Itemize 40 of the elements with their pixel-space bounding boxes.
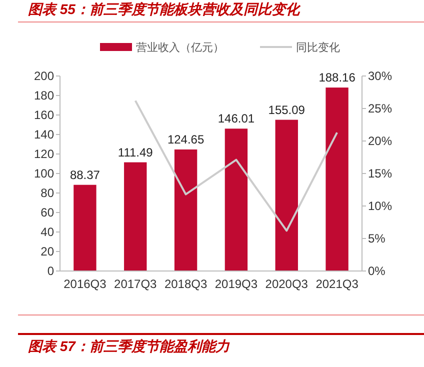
y-tick-label: 140 [34,128,54,142]
y-tick-label: 120 [34,147,54,161]
y2-tick-label: 5% [368,232,386,246]
y-tick-label: 60 [40,206,54,220]
chart-title: 图表 55：前三季度节能板块营收及同比变化 [28,1,302,17]
x-tick-label: 2018Q3 [164,277,208,291]
y-tick-label: 180 [34,88,54,102]
y-tick-label: 100 [34,166,54,180]
x-tick-label: 2017Q3 [114,277,158,291]
data-label: 111.49 [118,145,154,160]
y-tick-label: 0 [47,264,54,278]
y-tick-label: 20 [40,244,54,258]
y-tick-label: 80 [40,186,54,200]
y-tick-label: 160 [34,108,54,122]
x-tick-label: 2021Q3 [316,277,359,291]
legend-label: 同比变化 [296,41,340,54]
y2-tick-label: 25% [368,102,392,116]
y2-tick-label: 15% [368,166,392,180]
data-label: 88.37 [70,168,100,182]
x-tick-label: 2016Q3 [64,277,107,291]
data-label: 155.09 [268,102,306,117]
bar [275,120,298,271]
data-label: 188.16 [318,70,356,85]
data-label: 124.65 [167,132,204,146]
y2-tick-label: 0% [368,264,386,278]
data-label: 146.01 [218,112,255,126]
bar [74,184,96,271]
y-tick-label: 40 [40,225,54,239]
x-tick-label: 2020Q3 [265,277,308,291]
legend-label: 营业收入（亿元） [136,41,224,54]
y2-tick-label: 30% [368,69,392,83]
bar [174,149,198,271]
text: 图表 57：前三季度节能盈利能力 [28,338,230,354]
bar [224,128,248,271]
y-tick-label: 200 [34,69,54,83]
y2-tick-label: 10% [368,199,392,213]
bar [326,88,348,271]
y2-tick-label: 20% [368,134,392,148]
x-tick-label: 2019Q3 [214,277,258,291]
bar [124,162,147,271]
